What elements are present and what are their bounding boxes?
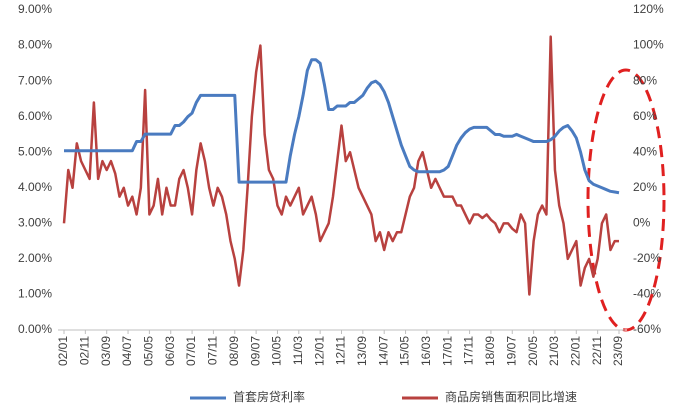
y-tick-label: 3.00% bbox=[18, 216, 52, 230]
x-tick-label: 02/11 bbox=[78, 336, 92, 365]
x-tick-label: 06/03 bbox=[163, 336, 177, 366]
x-tick-label: 20/05 bbox=[526, 336, 540, 366]
y-tick-label: 9.00% bbox=[18, 2, 52, 16]
y-tick-label: 5.00% bbox=[18, 144, 52, 158]
y2-tick-label: 40% bbox=[633, 144, 657, 158]
x-tick-label: 18/09 bbox=[483, 336, 497, 366]
y2-tick-label: -60% bbox=[633, 322, 661, 336]
legend-label: 商品房销售面积同比增速 bbox=[445, 389, 577, 404]
y-tick-label: 6.00% bbox=[18, 109, 52, 123]
y-tick-label: 0.00% bbox=[18, 322, 52, 336]
x-tick-label: 08/09 bbox=[227, 336, 241, 366]
y2-tick-label: 120% bbox=[633, 2, 664, 16]
y2-tick-label: 20% bbox=[633, 180, 657, 194]
x-tick-label: 12/11 bbox=[334, 336, 348, 365]
x-tick-label: 10/05 bbox=[270, 336, 284, 366]
x-tick-label: 02/01 bbox=[56, 336, 70, 366]
x-tick-label: 09/07 bbox=[248, 336, 262, 366]
x-tick-label: 17/11 bbox=[462, 336, 476, 365]
x-tick-label: 15/05 bbox=[398, 336, 412, 366]
y-tick-label: 4.00% bbox=[18, 180, 52, 194]
x-tick-label: 21/03 bbox=[547, 336, 561, 366]
x-tick-label: 23/09 bbox=[611, 336, 625, 366]
y-tick-label: 8.00% bbox=[18, 38, 52, 52]
x-tick-label: 16/03 bbox=[419, 336, 433, 366]
series-line bbox=[62, 35, 619, 296]
y2-tick-label: 80% bbox=[633, 73, 657, 87]
y-tick-label: 2.00% bbox=[18, 251, 52, 265]
x-tick-label: 07/01 bbox=[184, 336, 198, 366]
x-tick-label: 19/07 bbox=[504, 336, 518, 366]
y2-tick-label: 100% bbox=[633, 38, 664, 52]
series-line bbox=[64, 58, 620, 195]
x-tick-label: 12/01 bbox=[312, 336, 326, 366]
x-tick-label: 03/09 bbox=[99, 336, 113, 366]
x-tick-label: 22/11 bbox=[590, 336, 604, 365]
x-tick-label: 07/11 bbox=[206, 336, 220, 365]
y2-tick-label: 60% bbox=[633, 109, 657, 123]
y2-tick-label: -20% bbox=[633, 251, 661, 265]
legend-label: 首套房贷利率 bbox=[233, 389, 305, 404]
x-tick-label: 04/07 bbox=[120, 336, 134, 366]
y-tick-label: 7.00% bbox=[18, 73, 52, 87]
x-tick-label: 13/09 bbox=[355, 336, 369, 366]
x-tick-label: 11/03 bbox=[291, 336, 305, 365]
y2-tick-label: 0% bbox=[633, 216, 651, 230]
x-tick-label: 05/05 bbox=[142, 336, 156, 366]
y2-tick-label: -40% bbox=[633, 287, 661, 301]
x-tick-label: 14/07 bbox=[376, 336, 390, 366]
x-tick-label: 17/01 bbox=[440, 336, 454, 366]
x-tick-label: 22/01 bbox=[568, 336, 582, 366]
y-tick-label: 1.00% bbox=[18, 287, 52, 301]
